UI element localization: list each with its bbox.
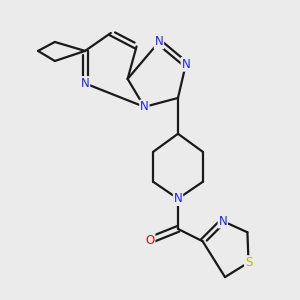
Text: N: N — [174, 192, 182, 205]
Text: N: N — [154, 35, 163, 49]
Text: N: N — [81, 77, 89, 90]
Text: S: S — [245, 256, 252, 269]
Text: N: N — [140, 100, 149, 113]
Text: O: O — [146, 234, 154, 247]
Text: N: N — [182, 58, 190, 71]
Text: N: N — [218, 214, 227, 228]
